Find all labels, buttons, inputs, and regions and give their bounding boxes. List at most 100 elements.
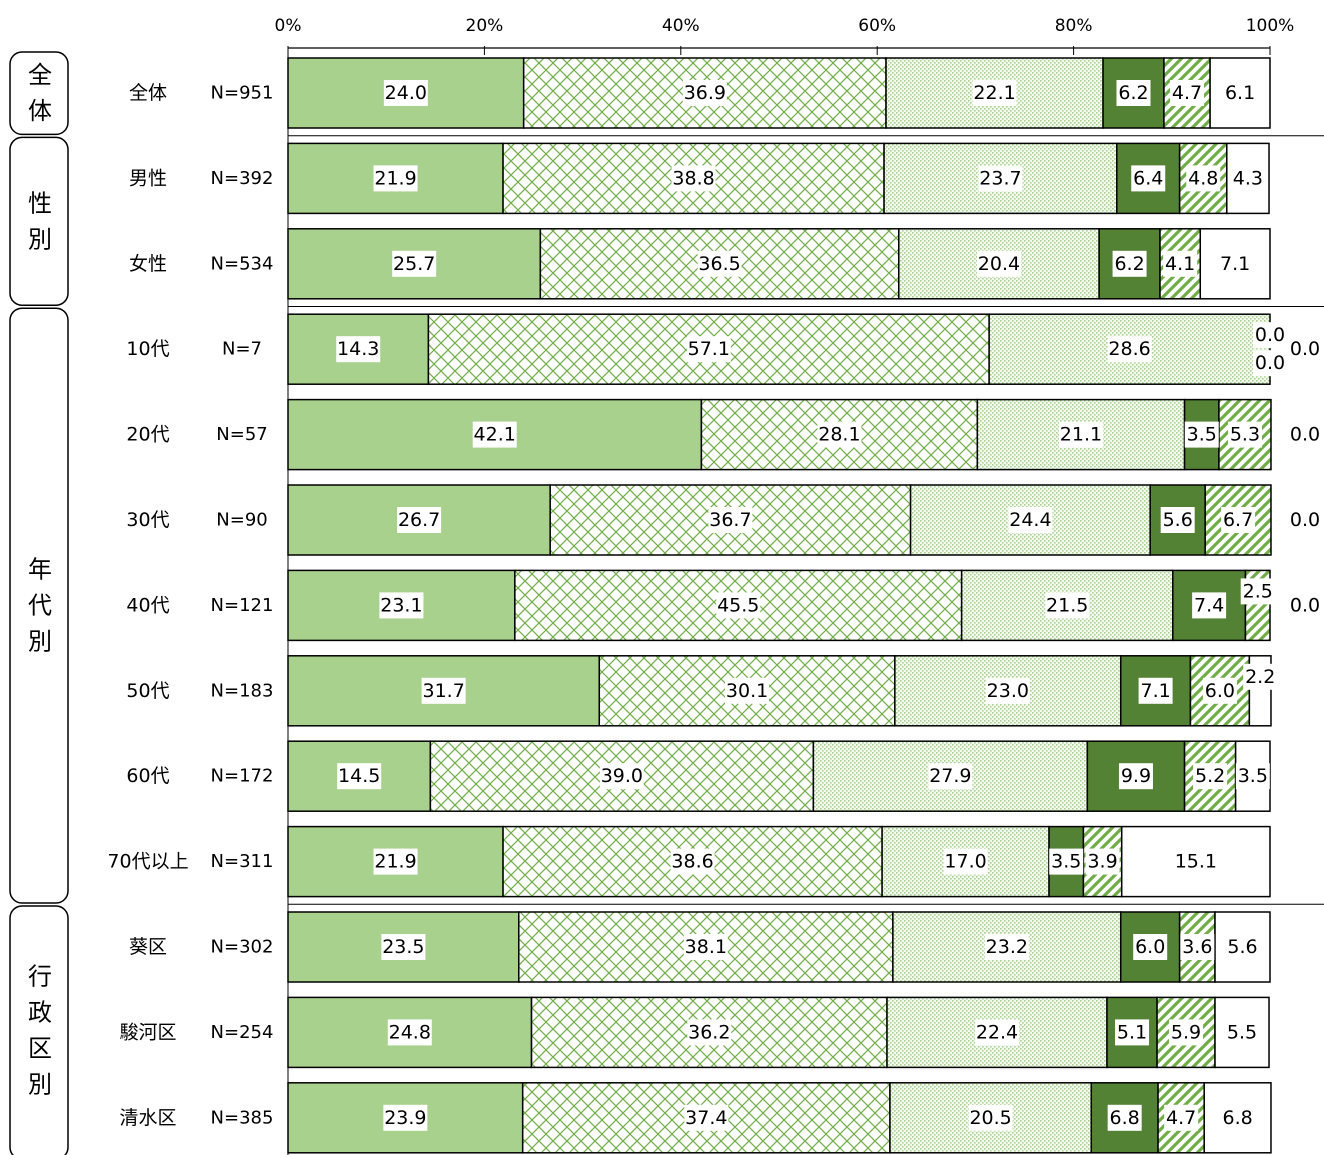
value-label-bg: [1221, 507, 1256, 533]
value-label: 21.1: [1060, 424, 1102, 446]
row-n: N=90: [216, 510, 267, 531]
value-label: 7.4: [1194, 594, 1224, 616]
row-label: 男性: [129, 167, 167, 189]
value-label-bg: [1223, 80, 1258, 106]
value-label-bg: [1138, 677, 1173, 704]
value-label-bg: [1288, 507, 1322, 533]
value-label-bg: [682, 80, 727, 106]
value-label-bg: [1160, 507, 1195, 533]
value-label-bg: [1218, 250, 1253, 277]
value-label-bg: [1112, 250, 1147, 277]
x-tick-label: 40%: [662, 16, 700, 36]
value-label-bg: [1225, 1019, 1260, 1046]
value-label-bg: [599, 763, 644, 790]
value-label-bg: [1288, 336, 1322, 363]
row-label: 70代以上: [107, 851, 188, 873]
value-label-bg: [1049, 848, 1084, 875]
value-label-bg: [943, 848, 988, 875]
row-label: 10代: [126, 338, 169, 360]
value-label: 5.1: [1117, 1021, 1147, 1043]
value-label-bg: [1186, 165, 1221, 192]
value-label: 5.6: [1227, 936, 1257, 958]
value-label-bg: [1288, 592, 1322, 619]
value-label: 38.8: [672, 167, 714, 189]
value-label-bg: [1118, 763, 1153, 790]
value-label: 20.4: [978, 253, 1020, 275]
row-label: 清水区: [119, 1107, 176, 1129]
value-label: 36.2: [688, 1021, 730, 1043]
value-label: 0.0: [1255, 352, 1285, 374]
value-label: 6.8: [1110, 1107, 1140, 1129]
value-label-bg: [1085, 848, 1120, 875]
value-label: 36.9: [684, 82, 726, 104]
row-n: N=183: [211, 680, 274, 701]
value-label: 0.0: [1255, 324, 1285, 346]
row-n: N=534: [211, 253, 274, 274]
value-label-bg: [984, 934, 1029, 960]
value-label-bg: [1045, 592, 1090, 619]
value-label: 15.1: [1175, 851, 1217, 873]
value-label: 30.1: [726, 680, 768, 702]
value-label-bg: [671, 165, 716, 192]
value-label-bg: [379, 592, 424, 619]
value-label-bg: [976, 250, 1021, 277]
value-label: 42.1: [474, 424, 516, 446]
value-label: 4.1: [1165, 253, 1195, 275]
value-label: 21.5: [1046, 594, 1088, 616]
row-n: N=951: [211, 83, 274, 104]
row-n: N=254: [211, 1022, 274, 1043]
value-label: 6.7: [1223, 509, 1253, 531]
value-label-bg: [978, 165, 1023, 192]
value-label: 4.8: [1188, 167, 1218, 189]
value-label: 23.9: [384, 1107, 426, 1129]
value-label-bg: [1243, 663, 1278, 690]
value-label-bg: [928, 763, 973, 790]
value-label-bg: [1225, 934, 1260, 960]
value-label-bg: [968, 1104, 1013, 1131]
value-label: 3.5: [1051, 851, 1081, 873]
value-label: 57.1: [688, 338, 730, 360]
x-tick-label: 80%: [1055, 16, 1093, 36]
value-label-bg: [1220, 1104, 1255, 1131]
value-label-bg: [1202, 677, 1237, 704]
row-label: 60代: [126, 765, 169, 787]
row-n: N=7: [222, 339, 262, 360]
value-label-bg: [381, 934, 426, 960]
value-label: 36.5: [698, 253, 740, 275]
value-label-bg: [392, 250, 437, 277]
value-label: 6.2: [1118, 82, 1148, 104]
value-label-bg: [397, 507, 442, 533]
value-label: 6.0: [1205, 680, 1235, 702]
value-label: 3.6: [1182, 936, 1212, 958]
value-label-bg: [383, 1104, 428, 1131]
value-label-bg: [336, 336, 381, 363]
value-label-bg: [1230, 165, 1265, 192]
row-label: 40代: [126, 594, 169, 616]
value-label: 5.6: [1163, 509, 1193, 531]
value-label-bg: [1131, 165, 1166, 192]
x-tick-label: 100%: [1246, 16, 1295, 36]
value-label-bg: [687, 1019, 732, 1046]
value-label-bg: [1235, 763, 1270, 790]
x-tick-label: 20%: [466, 16, 504, 36]
value-label: 14.5: [338, 765, 380, 787]
value-label: 0.0: [1290, 338, 1320, 360]
bars: 全体 N=951 24.0 36.9 22.1 6.2 4.7 6.1 男性 N=392 21.9 3…: [107, 57, 1322, 1154]
value-label-bg: [1163, 250, 1198, 277]
row-n: N=385: [211, 1107, 274, 1128]
value-label: 0.0: [1290, 594, 1320, 616]
value-label: 6.0: [1135, 936, 1165, 958]
value-label: 7.1: [1220, 253, 1250, 275]
value-label: 6.4: [1133, 167, 1163, 189]
x-tick-label: 0%: [275, 16, 302, 36]
value-label: 22.1: [973, 82, 1015, 104]
value-label-bg: [472, 421, 517, 448]
value-label-bg: [1107, 1104, 1142, 1131]
value-label: 23.5: [382, 936, 424, 958]
value-label: 21.9: [374, 851, 416, 873]
value-label: 4.7: [1166, 1107, 1196, 1129]
value-label: 31.7: [422, 680, 464, 702]
value-label-bg: [1107, 336, 1152, 363]
row-n: N=172: [211, 766, 274, 787]
group-label: 行政区別: [28, 963, 52, 1099]
